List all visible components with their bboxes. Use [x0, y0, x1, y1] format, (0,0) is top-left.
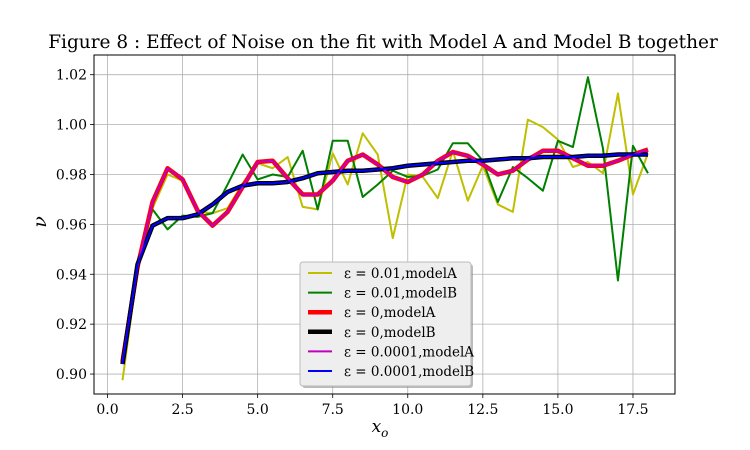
x-tick-label: 15.0	[542, 402, 573, 418]
series-line-6	[121, 153, 648, 365]
x-tick-label: 2.5	[171, 402, 193, 418]
y-tick-label: 0.98	[56, 167, 87, 183]
x-tick-label: 5.0	[247, 402, 269, 418]
y-axis: 0.90 0.92 0.94 0.96 0.98 1.00 1.02	[56, 68, 94, 383]
y-tick-label: 0.96	[56, 217, 87, 233]
x-axis: 0.0 2.5 5.0 7.5 10.0 12.5 15.0 17.5	[96, 394, 649, 418]
legend-box	[299, 261, 472, 387]
x-tick-label: 7.5	[322, 402, 344, 418]
x-tick-label: 0.0	[96, 402, 118, 418]
x-tick-label: 12.5	[467, 402, 498, 418]
x-axis-label-subscript: o	[381, 426, 388, 440]
y-axis-label: ν	[29, 216, 51, 228]
legend-label: ε = 0.01,modelA	[344, 266, 457, 282]
series-line-5	[121, 148, 649, 362]
legend-label: ε = 0.0001,modelB	[344, 364, 474, 380]
y-tick-label: 0.90	[56, 367, 87, 383]
chart-title: Figure 8 : Effect of Noise on the fit wi…	[48, 32, 718, 53]
x-tick-label: 17.5	[617, 402, 648, 418]
series-layer	[120, 76, 649, 381]
y-tick-label: 1.02	[56, 68, 87, 84]
legend-label: ε = 0.0001,modelA	[344, 344, 474, 360]
legend-label: ε = 0.01,modelB	[344, 286, 457, 302]
legend: ε = 0.01,modelA ε = 0.01,modelB ε = 0,mode…	[299, 261, 474, 388]
x-axis-label-main: x	[372, 417, 382, 437]
legend-label: ε = 0,modelA	[344, 305, 436, 321]
x-axis-label: xo	[372, 417, 389, 440]
y-tick-label: 0.94	[56, 267, 87, 283]
x-tick-label: 10.0	[392, 402, 423, 418]
series-line-2	[121, 76, 649, 363]
y-tick-label: 1.00	[56, 118, 87, 134]
legend-label: ε = 0,modelB	[344, 325, 436, 341]
y-tick-label: 0.92	[56, 317, 87, 333]
